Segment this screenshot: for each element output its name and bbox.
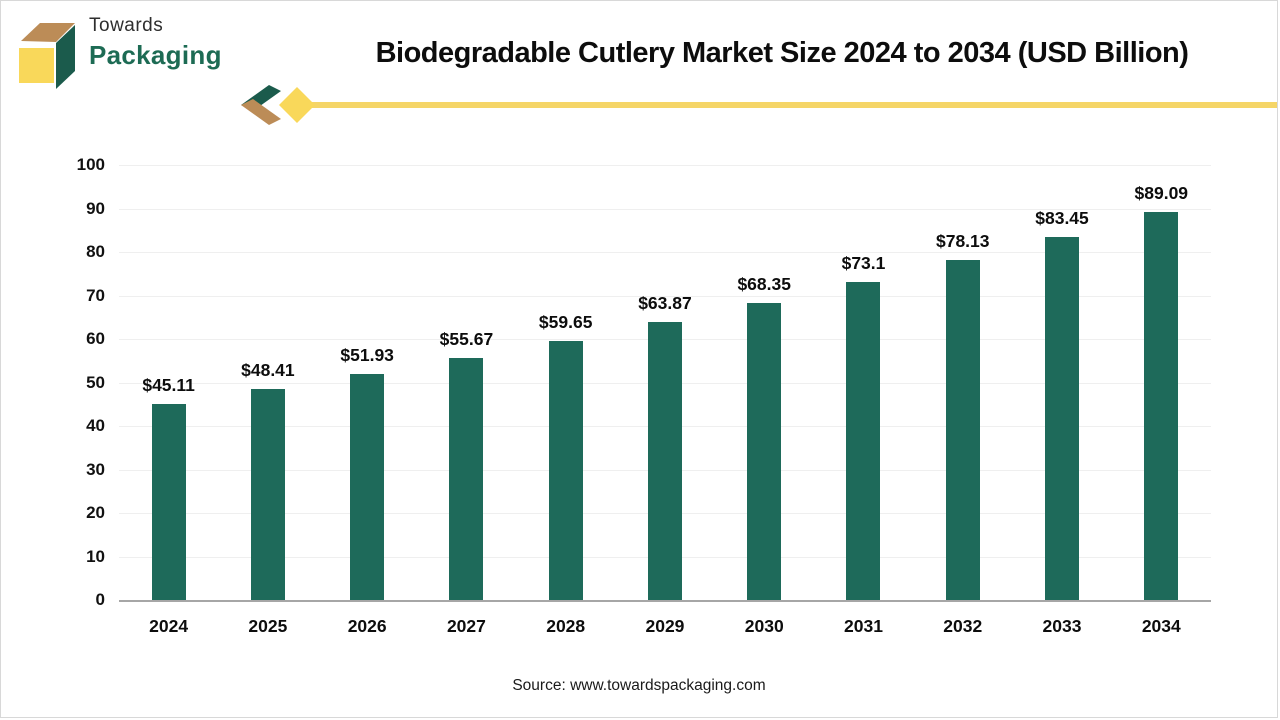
bar-band: $83.45 2033 xyxy=(1012,165,1111,636)
bar-value-label: $89.09 xyxy=(1134,183,1189,204)
bar-value-label: $78.13 xyxy=(935,231,990,252)
bar-band: $89.09 2034 xyxy=(1112,165,1211,636)
bar xyxy=(151,403,186,600)
bar-band: $63.87 2029 xyxy=(615,165,714,636)
bar xyxy=(449,357,484,600)
x-axis-label: 2030 xyxy=(744,616,784,636)
gridline xyxy=(119,165,1211,166)
y-axis-tick-label: 0 xyxy=(95,590,105,609)
y-axis-tick-label: 80 xyxy=(86,242,105,261)
y-axis-tick-label: 70 xyxy=(86,285,105,305)
bar-value-label: $51.93 xyxy=(340,345,394,366)
brand-name-towards: Towards xyxy=(89,15,164,36)
brand-wordmark: Towards Packaging xyxy=(89,15,222,71)
bar-value-label: $83.45 xyxy=(1035,208,1089,228)
bar-value-label: $48.41 xyxy=(241,360,295,381)
bar xyxy=(1144,212,1179,600)
bar-value-label: $45.11 xyxy=(142,374,195,395)
y-axis-tick-label: 30 xyxy=(86,459,105,479)
cube-top-face xyxy=(21,23,75,42)
bar xyxy=(747,302,782,600)
bar xyxy=(647,322,682,600)
x-axis-label: 2034 xyxy=(1141,616,1181,636)
bar xyxy=(350,374,385,600)
bar-bands: $45.11 2024 $48.41 2025 $51.93 2026 $55.67 2027… xyxy=(119,165,1211,636)
y-axis-tick-label: 40 xyxy=(86,416,105,435)
bar xyxy=(250,389,285,600)
bar-value-label: $68.35 xyxy=(737,273,791,294)
bar-value-label: $55.67 xyxy=(439,328,494,349)
bar xyxy=(548,340,583,600)
bar xyxy=(846,282,881,600)
header-divider-chevron-icon xyxy=(241,85,315,125)
bar-band: $68.35 2030 xyxy=(715,165,814,636)
bar-band: $48.41 2025 xyxy=(218,165,317,636)
cube-front-face xyxy=(19,48,54,83)
plot-area: $45.11 2024 $48.41 2025 $51.93 2026 $55.67 2027… xyxy=(119,165,1211,636)
cube-side-face xyxy=(56,25,75,89)
x-axis-label: 2026 xyxy=(347,616,387,636)
gridline xyxy=(119,208,1211,210)
bar-value-label: $63.87 xyxy=(638,293,692,314)
x-axis-label: 2024 xyxy=(149,616,189,636)
header-divider-line xyxy=(297,102,1277,108)
bar-value-label: $59.65 xyxy=(538,311,593,332)
x-axis-label: 2029 xyxy=(645,616,685,636)
chart-title: Biodegradable Cutlery Market Size 2024 t… xyxy=(375,37,1189,69)
x-axis-label: 2032 xyxy=(943,616,983,636)
bar-band: $73.1 2031 xyxy=(814,165,913,636)
source-text: Source: www.towardspackaging.com xyxy=(512,677,766,694)
x-axis-label: 2033 xyxy=(1042,616,1082,636)
bar-value-label: $73.1 xyxy=(841,253,886,274)
bar-band: $59.65 2028 xyxy=(516,165,615,636)
y-axis-tick-label: 90 xyxy=(86,198,105,218)
brand-name-packaging: Packaging xyxy=(89,40,222,70)
y-axis-tick-label: 10 xyxy=(86,546,105,566)
brand-logo-cube-icon xyxy=(19,23,75,89)
y-axis-tick-label: 100 xyxy=(76,155,105,174)
bar xyxy=(945,260,980,600)
chevron-lower-arm xyxy=(241,99,281,125)
x-axis-label: 2027 xyxy=(446,616,486,636)
y-axis-tick-label: 60 xyxy=(86,329,105,348)
x-axis-label: 2025 xyxy=(248,616,288,636)
x-axis-label: 2031 xyxy=(844,616,883,636)
bar xyxy=(1045,237,1080,600)
bar-band: $78.13 2032 xyxy=(913,165,1012,636)
divider-diamond xyxy=(279,87,315,123)
bar-band: $45.11 2024 xyxy=(119,165,218,636)
y-axis-tick-label: 50 xyxy=(86,372,105,392)
y-axis-tick-label: 20 xyxy=(86,503,105,522)
gridline xyxy=(119,252,1211,253)
bar-band: $51.93 2026 xyxy=(318,165,417,636)
x-axis-label: 2028 xyxy=(546,616,586,636)
gridline xyxy=(119,295,1211,297)
bar-band: $55.67 2027 xyxy=(417,165,516,636)
